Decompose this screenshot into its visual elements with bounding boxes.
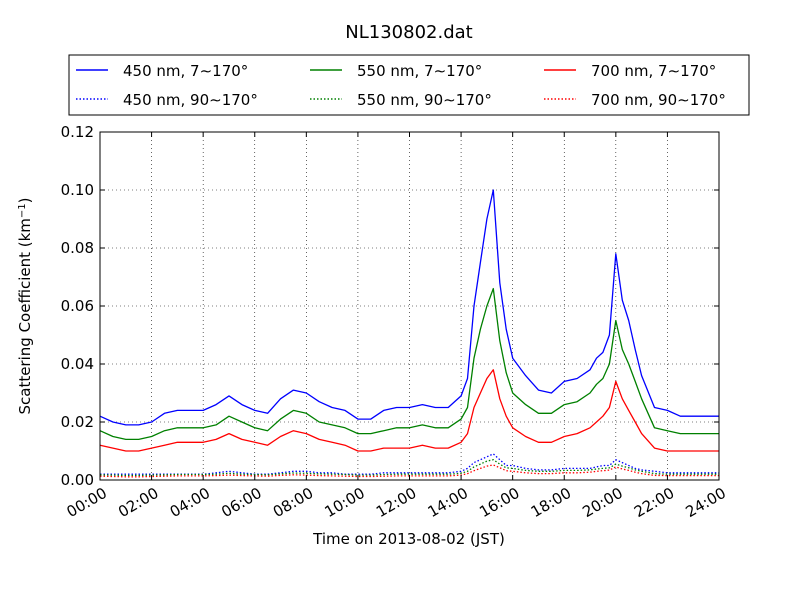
y-tick-label: 0.08 — [61, 239, 94, 257]
y-axis-label-text: Scattering Coefficient (km — [16, 218, 34, 414]
series-line — [99, 189, 719, 426]
y-axis-label: Scattering Coefficient (km−1) — [16, 197, 34, 414]
legend-box — [68, 54, 750, 116]
legend-label: 700 nm, 90∼170° — [591, 91, 726, 109]
series-line — [99, 369, 719, 452]
series-line — [99, 287, 719, 441]
legend-label: 550 nm, 7∼170° — [357, 62, 482, 80]
y-tick-label: 0.00 — [61, 471, 94, 489]
series-line — [100, 453, 719, 475]
legend: 450 nm, 7∼170° 450 nm, 90∼170° 550 nm, 7∼1… — [68, 54, 750, 116]
legend-label: 450 nm, 7∼170° — [123, 62, 248, 80]
x-axis-label: Time on 2013-08-02 (JST) — [312, 530, 505, 548]
y-axis-label-close: ) — [16, 197, 34, 203]
y-tick-label: 0.12 — [61, 123, 94, 141]
y-tick-label: 0.02 — [61, 413, 94, 431]
legend-label: 700 nm, 7∼170° — [591, 62, 716, 80]
plot-area — [100, 132, 719, 480]
y-tick-label: 0.06 — [61, 297, 94, 315]
series-line — [99, 459, 719, 477]
y-tick-label: 0.10 — [61, 181, 94, 199]
chart-title: NL130802.dat — [345, 22, 472, 43]
series-group — [99, 189, 719, 478]
legend-label: 450 nm, 90∼170° — [123, 91, 258, 109]
y-tick-label: 0.04 — [61, 355, 94, 373]
y-axis-label-exponent: −1 — [17, 203, 28, 218]
legend-label: 550 nm, 90∼170° — [357, 91, 492, 109]
